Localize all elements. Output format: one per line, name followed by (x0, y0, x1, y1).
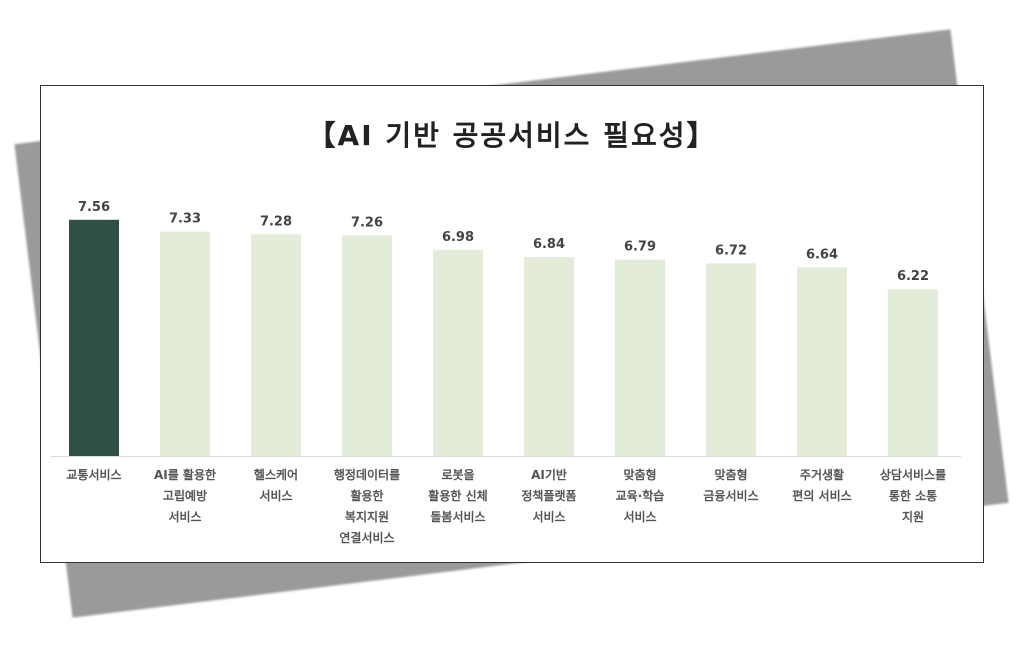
category-label: 헬스케어 (254, 467, 298, 482)
bar (251, 234, 301, 456)
category-label: 서비스 (168, 509, 201, 524)
category-label: 돌봄서비스 (430, 509, 485, 524)
category-label: 지원 (902, 509, 924, 524)
data-label: 6.64 (806, 247, 838, 262)
category-label: 활용한 (350, 488, 383, 503)
category-label: 연결서비스 (339, 530, 394, 545)
data-label: 6.72 (715, 243, 747, 258)
category-label: 맞춤형 (714, 467, 747, 482)
category-label: 활용한 신체 (428, 488, 487, 503)
category-label: 편의 서비스 (792, 488, 851, 503)
category-label: AI를 활용한 (154, 467, 216, 482)
data-label: 6.22 (897, 269, 929, 284)
bar (69, 219, 119, 456)
category-label: 통한 소통 (889, 488, 937, 503)
data-label: 7.26 (351, 215, 383, 230)
category-label: 상담서비스를 (880, 467, 946, 482)
bar (797, 267, 847, 456)
category-label: 서비스 (623, 509, 656, 524)
category-label: AI기반 (531, 467, 567, 482)
category-label: 정책플랫폼 (521, 488, 576, 503)
category-label: 서비스 (532, 509, 565, 524)
data-label: 7.28 (260, 214, 292, 229)
category-label: 행정데이터를 (334, 467, 400, 482)
bar (888, 289, 938, 456)
bar (160, 231, 210, 456)
bar (706, 263, 756, 456)
data-label: 7.56 (78, 200, 110, 215)
category-label: 금융서비스 (703, 488, 758, 503)
category-label: 맞춤형 (623, 467, 656, 482)
data-label: 6.79 (624, 240, 656, 255)
chart-title: 【AI 기반 공공서비스 필요성】 (307, 119, 717, 152)
bar (524, 257, 574, 456)
category-label: 교육·학습 (616, 488, 665, 503)
category-label: 주거생활 (800, 467, 844, 482)
bar (433, 249, 483, 456)
category-label: 로봇을 (441, 468, 474, 482)
bar (342, 235, 392, 456)
data-label: 6.84 (533, 237, 565, 252)
category-label: 고립예방 (163, 488, 207, 503)
data-label: 6.98 (442, 230, 474, 245)
bar (615, 259, 665, 456)
data-label: 7.33 (169, 212, 201, 227)
category-label: 복지지원 (345, 509, 389, 524)
category-label: 서비스 (259, 488, 292, 503)
category-label: 교통서비스 (66, 467, 121, 482)
